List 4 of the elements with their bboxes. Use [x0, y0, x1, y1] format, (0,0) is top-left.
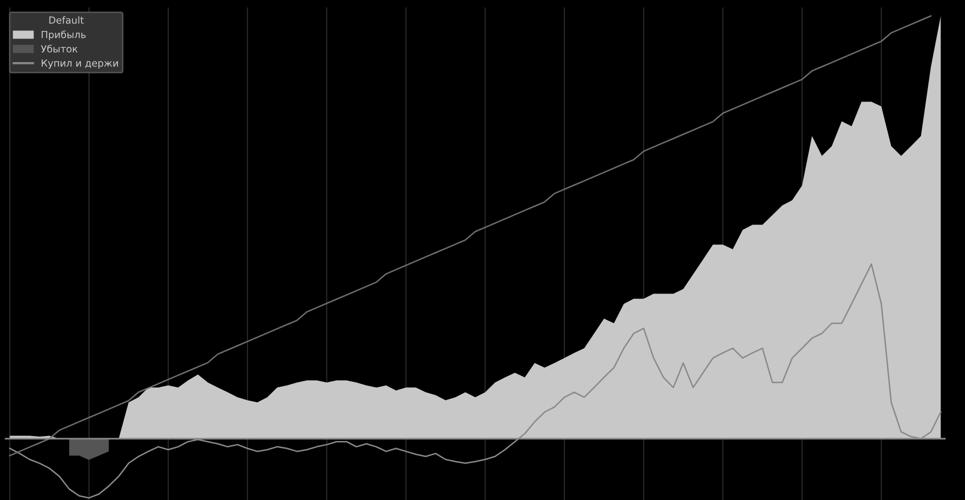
- legend-label: Прибыль: [42, 30, 86, 40]
- legend-label: Купил и держи: [42, 60, 118, 69]
- legend-title: Default: [49, 16, 84, 24]
- legend-label: Убыток: [40, 44, 78, 52]
